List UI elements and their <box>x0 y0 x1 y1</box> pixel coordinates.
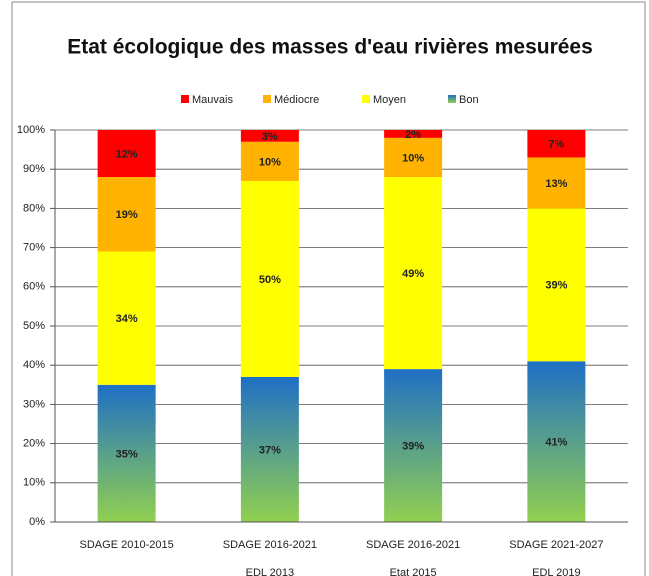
value-label: 50% <box>259 274 281 286</box>
bar-segment <box>527 157 586 209</box>
value-label: 34% <box>116 313 138 325</box>
bar-segment <box>527 361 586 522</box>
y-tick-label: 70% <box>23 242 45 254</box>
value-label: 39% <box>545 280 567 292</box>
bar-segment <box>384 130 443 138</box>
y-tick-label: 100% <box>17 124 45 136</box>
x-tick-label: SDAGE 2016-2021 <box>223 539 317 551</box>
bar-segment <box>97 130 156 178</box>
bar-segment <box>240 130 299 142</box>
value-label: 37% <box>259 444 281 456</box>
legend-swatch <box>263 95 271 103</box>
bar-segment <box>240 141 299 181</box>
y-tick-label: 80% <box>23 202 45 214</box>
legend-label: Moyen <box>373 94 406 106</box>
bar-segment <box>527 208 586 362</box>
y-tick-label: 50% <box>23 320 45 332</box>
value-label: 49% <box>402 268 424 280</box>
legend-swatch <box>362 95 370 103</box>
value-label: 2% <box>405 129 421 141</box>
bar-segment <box>384 137 443 178</box>
y-tick-label: 20% <box>23 438 45 450</box>
bar-segment <box>240 180 299 377</box>
bar-segment <box>97 251 156 385</box>
value-label: 3% <box>262 131 278 143</box>
value-label: 13% <box>545 178 567 190</box>
legend-swatch <box>181 95 189 103</box>
x-tick-label: EDL 2013 <box>246 567 295 576</box>
chart-title: Etat écologique des masses d'eau rivière… <box>67 36 593 59</box>
x-tick-label: EDL 2019 <box>532 567 581 576</box>
bar-segment <box>527 130 586 158</box>
bar-segment <box>384 177 443 370</box>
legend-label: Médiocre <box>274 94 319 106</box>
bar-segment <box>97 177 156 252</box>
x-tick-label: Etat 2015 <box>390 567 437 576</box>
value-label: 12% <box>116 148 138 160</box>
x-tick-label: SDAGE 2021-2027 <box>509 539 603 551</box>
value-label: 7% <box>548 139 564 151</box>
y-tick-label: 40% <box>23 359 45 371</box>
legend-label: Mauvais <box>192 94 233 106</box>
y-tick-label: 10% <box>23 477 45 489</box>
value-label: 41% <box>545 437 567 449</box>
y-tick-label: 60% <box>23 281 45 293</box>
y-tick-label: 30% <box>23 398 45 410</box>
bar-segment <box>97 384 156 522</box>
legend-label: Bon <box>459 94 479 106</box>
y-tick-label: 90% <box>23 163 45 175</box>
value-label: 10% <box>259 156 281 168</box>
value-label: 10% <box>402 152 424 164</box>
y-tick-label: 0% <box>29 516 45 528</box>
value-label: 35% <box>116 448 138 460</box>
x-tick-label: SDAGE 2016-2021 <box>366 539 460 551</box>
legend-swatch <box>448 95 456 103</box>
value-label: 19% <box>116 209 138 221</box>
bar-segment <box>384 369 443 522</box>
bar-segment <box>240 376 299 522</box>
x-tick-label: SDAGE 2010-2015 <box>80 539 174 551</box>
value-label: 39% <box>402 440 424 452</box>
